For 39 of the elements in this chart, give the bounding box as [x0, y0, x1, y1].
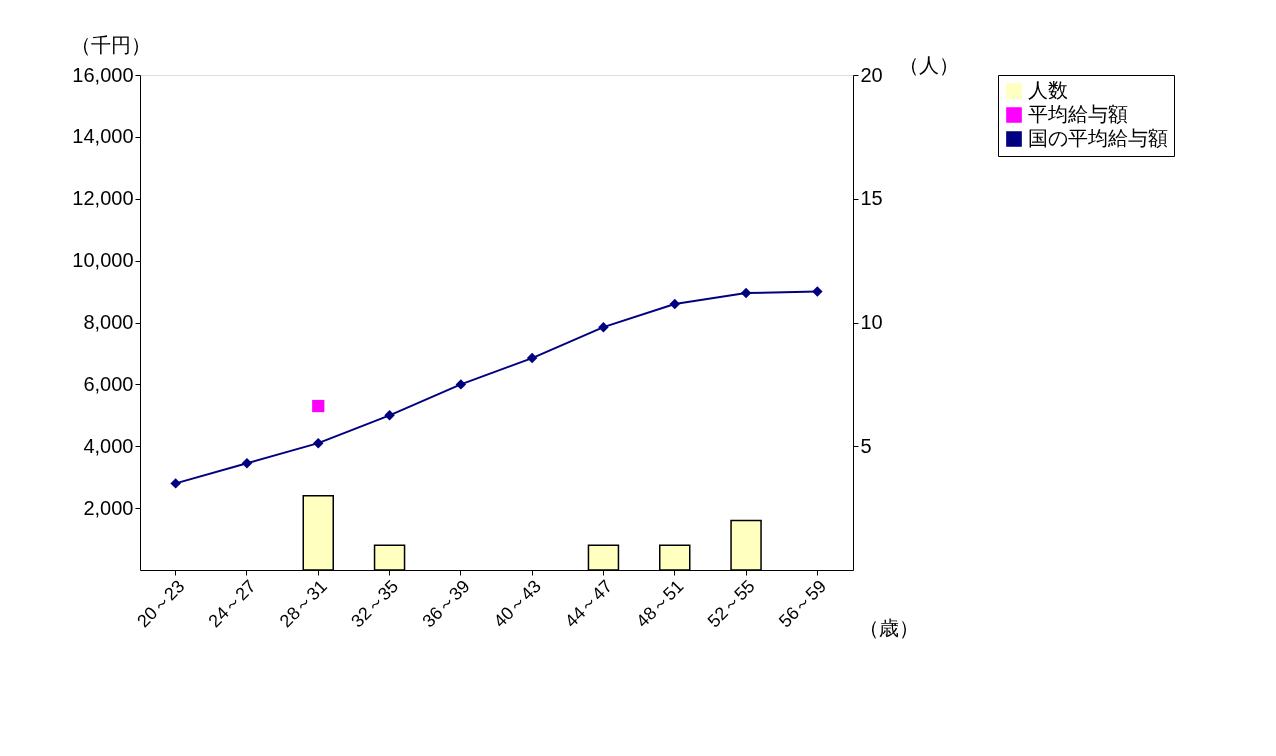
- x-tick-label: 48～51: [632, 576, 688, 632]
- point: [170, 478, 181, 489]
- point: [455, 379, 467, 390]
- point: [384, 410, 395, 421]
- point: [526, 352, 538, 364]
- x-axis-title: （歳）: [858, 616, 919, 639]
- y-axis-title: （千円）: [70, 33, 151, 56]
- y-tick-label: 14,000: [72, 125, 134, 148]
- x-tick-label: 28～31: [275, 576, 331, 632]
- y2-tick-label: 20: [860, 63, 883, 86]
- legend-label: 人数: [1028, 79, 1068, 101]
- y2-tick-label: 10: [860, 311, 883, 333]
- x-tick-label: 40～43: [489, 576, 545, 632]
- x-tick-label: 52～55: [703, 576, 759, 632]
- y2-axis-title: （人）: [898, 53, 959, 76]
- x-tick-label: 36～39: [418, 576, 474, 632]
- legend-label: 平均給与額: [1028, 103, 1128, 125]
- y-tick-label: 8,000: [83, 311, 134, 333]
- point: [313, 437, 324, 449]
- point: [241, 458, 253, 469]
- y2-tick-label: 15: [860, 187, 883, 210]
- y-tick-label: 16,000: [72, 63, 134, 86]
- y2-tick-label: 5: [860, 434, 872, 457]
- x-tick-label: 24～27: [204, 576, 260, 632]
- point: [740, 287, 752, 299]
- y-tick-label: 4,000: [83, 434, 134, 457]
- x-tick-label: 56～59: [774, 576, 831, 632]
- y-tick-label: 6,000: [83, 372, 134, 395]
- point: [312, 399, 325, 413]
- y-tick-label: 12,000: [72, 187, 134, 210]
- y-tick-label: 2,000: [83, 496, 134, 519]
- y-tick-label: 10,000: [72, 249, 134, 272]
- x-tick-label: 20～23: [133, 576, 189, 632]
- point: [669, 298, 680, 310]
- x-tick-label: 44～47: [560, 576, 617, 632]
- legend-label: 国の平均給与額: [1028, 127, 1168, 149]
- point: [812, 286, 823, 297]
- point: [598, 321, 609, 333]
- x-tick-label: 32～35: [347, 576, 403, 632]
